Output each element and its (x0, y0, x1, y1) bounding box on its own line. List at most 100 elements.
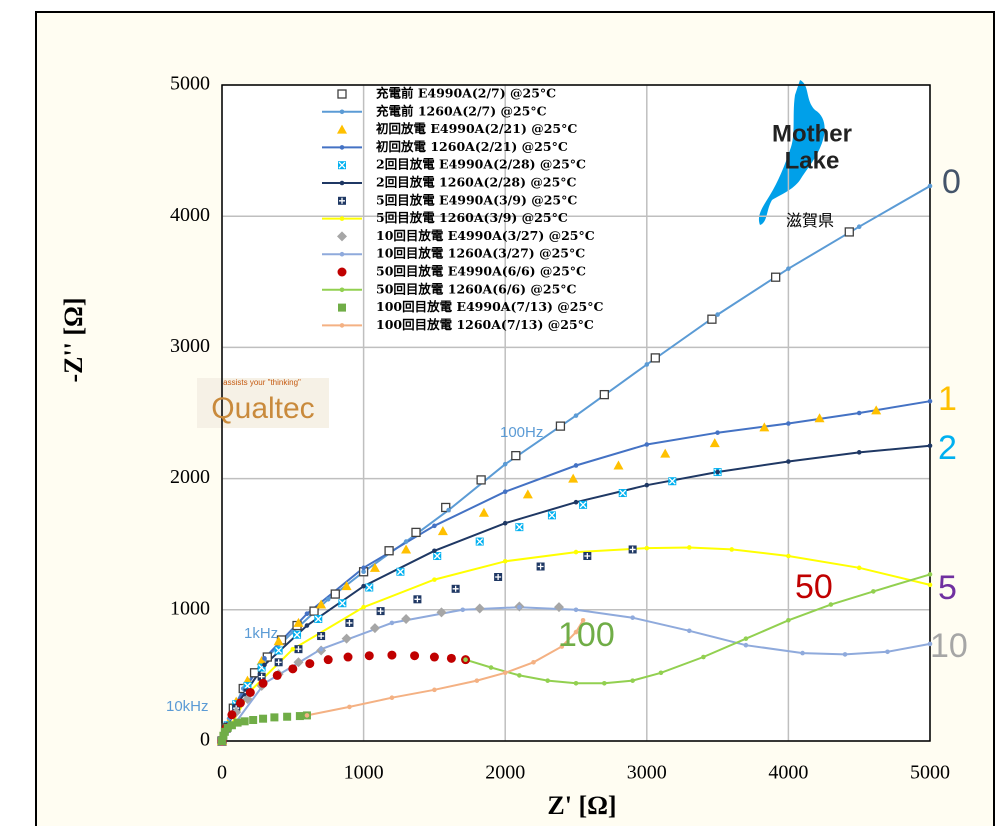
marker-part (729, 547, 734, 552)
marker (517, 673, 522, 678)
marker-part (259, 679, 268, 688)
marker (545, 678, 550, 683)
marker (234, 719, 242, 727)
annotation: 1 (938, 380, 957, 418)
marker (651, 354, 659, 362)
marker-part (845, 228, 853, 236)
marker-part (928, 399, 933, 404)
marker-part (786, 266, 791, 271)
marker (365, 583, 373, 591)
marker (583, 552, 591, 560)
marker-part (574, 500, 579, 505)
marker (249, 716, 257, 724)
marker (460, 608, 465, 613)
marker-part (708, 315, 716, 323)
marker-part (340, 181, 345, 186)
legend-item: 100回目放電 E4990A(7/13) @25°C (338, 299, 603, 314)
marker-part (786, 459, 791, 464)
legend-label: 50回目放電 E4990A(6/6) @25°C (376, 264, 586, 279)
y-tick-label: 0 (200, 729, 210, 751)
marker-part (338, 304, 346, 312)
marker (928, 444, 933, 449)
legend-label: 5回目放電 1260A(3/9) @25°C (376, 210, 568, 225)
annotation: 100Hz (500, 424, 543, 441)
marker (645, 442, 650, 447)
marker (475, 678, 480, 683)
marker-part (347, 705, 352, 710)
marker (390, 695, 395, 700)
marker-part (871, 589, 876, 594)
marker (275, 646, 283, 654)
legend-label: 100回目放電 1260A(7/13) @25°C (376, 317, 594, 332)
marker (236, 698, 245, 707)
annotation: 2 (938, 429, 957, 467)
marker (517, 605, 522, 610)
marker (715, 312, 720, 317)
marker-part (324, 655, 333, 664)
legend-label: 50回目放電 1260A(6/6) @25°C (376, 281, 577, 296)
marker-part (645, 546, 650, 551)
marker (365, 651, 374, 660)
marker (387, 651, 396, 660)
marker (288, 664, 297, 673)
marker (857, 450, 862, 455)
marker-part (361, 605, 366, 610)
marker-part (447, 654, 456, 663)
marker-part (361, 566, 366, 571)
marker (432, 524, 437, 529)
marker (390, 621, 395, 626)
marker (305, 623, 310, 628)
marker-part (446, 508, 451, 513)
legend-label: 100回目放電 E4990A(7/13) @25°C (376, 299, 603, 314)
marker (251, 669, 259, 677)
marker (579, 501, 587, 509)
legend-label: 充電前 E4990A(2/7) @25°C (376, 86, 556, 101)
marker (857, 566, 862, 571)
marker (786, 618, 791, 623)
annotation: Qualtec (211, 392, 314, 425)
marker (377, 607, 385, 615)
marker (361, 566, 366, 571)
marker-part (262, 663, 267, 668)
marker-part (715, 430, 720, 435)
marker-part (412, 528, 420, 536)
marker-part (338, 268, 347, 277)
marker-part (387, 651, 396, 660)
annotation: 5 (938, 569, 957, 607)
marker (340, 323, 345, 328)
marker-part (574, 608, 579, 613)
annotation: 50 (795, 568, 833, 606)
marker (574, 608, 579, 613)
marker (786, 554, 791, 559)
marker (270, 713, 278, 721)
marker (338, 90, 346, 98)
marker-part (928, 444, 933, 449)
marker-part (385, 547, 393, 555)
y-tick-label: 4000 (170, 204, 210, 226)
marker-part (701, 655, 706, 660)
marker-part (503, 559, 508, 564)
marker (800, 651, 805, 656)
marker (338, 304, 346, 312)
marker (432, 548, 437, 553)
marker-part (857, 450, 862, 455)
x-tick-label: 2000 (485, 762, 525, 784)
annotation: 100 (558, 616, 615, 654)
y-tick-label: 5000 (170, 73, 210, 95)
marker (273, 671, 282, 680)
marker-part (463, 657, 468, 662)
marker-part (857, 411, 862, 416)
marker-part (296, 712, 304, 720)
marker (331, 590, 339, 598)
legend-label: 2回目放電 1260A(2/28) @25°C (376, 175, 577, 190)
y-axis-title: -Z'' [Ω] (59, 297, 88, 382)
marker-part (645, 362, 650, 367)
marker (619, 489, 627, 497)
marker (347, 705, 352, 710)
marker (729, 547, 734, 552)
marker-part (344, 653, 353, 662)
marker (845, 228, 853, 236)
marker-part (236, 698, 245, 707)
marker (305, 713, 310, 718)
marker (314, 615, 322, 623)
